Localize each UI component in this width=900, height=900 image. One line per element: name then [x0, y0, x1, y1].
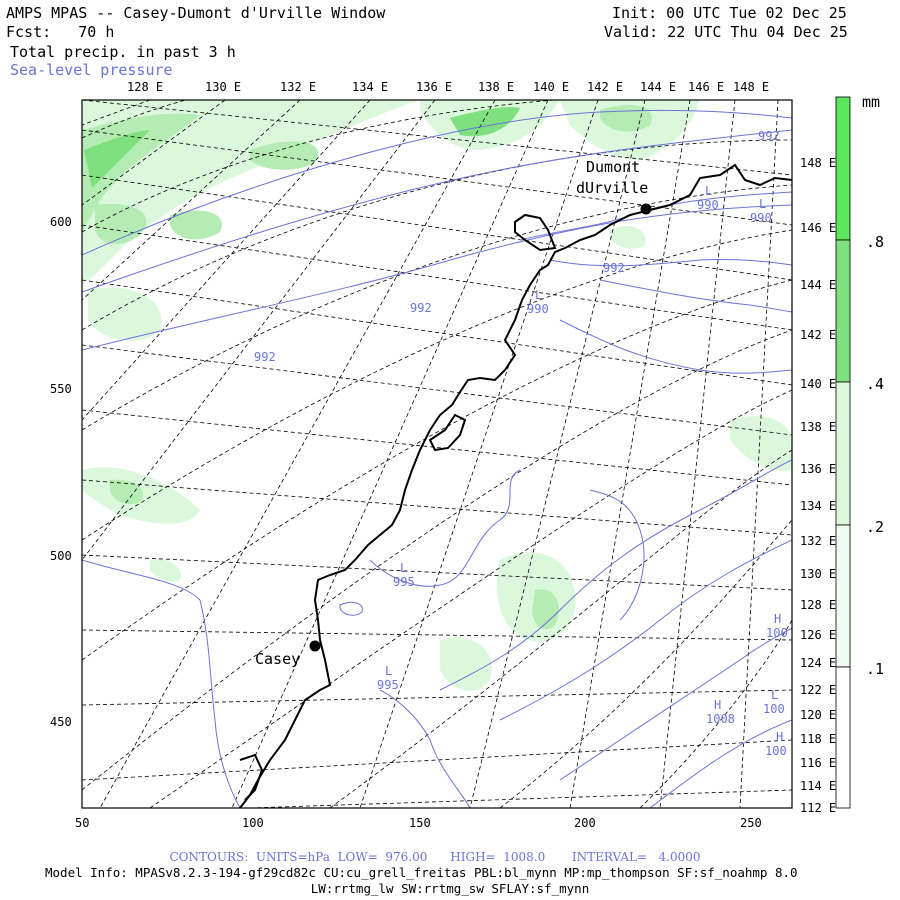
forecast-hour: Fcst: 70 h — [6, 23, 115, 41]
dumont-durville-station-marker — [640, 203, 652, 215]
model-info: Model Info: MPASv8.2.3-194-gf29cd82c CU:… — [45, 865, 798, 880]
x-tick-200: 200 — [574, 816, 596, 830]
lon-label-right: 140 E — [800, 377, 837, 391]
valid-time: Valid: 22 UTC Thu 04 Dec 25 — [604, 23, 848, 41]
y-tick-500: 500 — [50, 549, 72, 563]
lon-label-right: 136 E — [800, 462, 837, 476]
lon-label-right: 122 E — [800, 683, 837, 697]
casey-label: Casey — [255, 650, 301, 668]
contour-label: 990 — [750, 211, 772, 225]
lon-label-top: 146 E — [688, 80, 725, 94]
x-tick-100: 100 — [242, 816, 264, 830]
lon-label-top: 142 E — [587, 80, 624, 94]
contour-label: 992 — [410, 301, 432, 315]
lon-label-top: 140 E — [533, 80, 570, 94]
colorbar — [835, 96, 851, 809]
colorbar-unit: mm — [862, 93, 881, 111]
model-info-physics: LW:rrtmg_lw SW:rrtmg_sw SFLAY:sf_mynn — [310, 881, 590, 896]
lon-label-right: 120 E — [800, 708, 837, 722]
y-tick-450: 450 — [50, 715, 72, 729]
lon-label-right: 134 E — [800, 499, 837, 513]
field-title: Total precip. in past 3 h — [10, 43, 236, 61]
contour-label: 100 — [765, 744, 787, 758]
low-center: L — [759, 197, 767, 211]
lon-label-top: 134 E — [352, 80, 389, 94]
lon-label-right: 142 E — [800, 328, 837, 342]
lon-label-right: 114 E — [800, 779, 837, 793]
colorbar-label: .4 — [866, 375, 885, 393]
x-tick-50: 50 — [75, 816, 90, 830]
contour-label: 992 — [603, 261, 625, 275]
contour-label: 992 — [758, 129, 780, 143]
low-center: L — [771, 688, 779, 702]
lon-label-right: 146 E — [800, 221, 837, 235]
lon-label-right: 116 E — [800, 756, 837, 770]
plot-frame — [81, 99, 793, 809]
lon-label-right: 144 E — [800, 278, 837, 292]
high-center: H — [776, 730, 784, 744]
low-center: L — [705, 184, 713, 198]
contour-field-title: Sea-level pressure — [10, 61, 173, 79]
lon-label-right: 130 E — [800, 567, 837, 581]
lon-label-top: 128 E — [127, 80, 164, 94]
colorbar-label: .2 — [866, 518, 885, 536]
low-center: L — [535, 288, 543, 302]
y-tick-550: 550 — [50, 382, 72, 396]
colorbar-label: .1 — [866, 660, 885, 678]
high-center: H — [714, 698, 722, 712]
lon-label-right: 132 E — [800, 534, 837, 548]
lon-label-top: 144 E — [640, 80, 677, 94]
lon-label-right: 126 E — [800, 628, 837, 642]
contour-info: CONTOURS: UNITS=hPa LOW= 976.00 HIGH= 10… — [169, 850, 701, 864]
contour-label: 995 — [377, 678, 399, 692]
contour-label: 100 — [763, 702, 785, 716]
map-title: AMPS MPAS -- Casey-Dumont d'Urville Wind… — [6, 4, 386, 22]
low-center: L — [385, 664, 393, 678]
lon-label-right: 118 E — [800, 732, 837, 746]
lon-label-right: 124 E — [800, 656, 837, 670]
contour-label: 995 — [393, 575, 415, 589]
contour-label: 992 — [254, 350, 276, 364]
high-center: H — [774, 612, 782, 626]
lon-label-top: 136 E — [416, 80, 453, 94]
contour-label: 1008 — [706, 712, 735, 726]
dumont-label: Dumont — [586, 158, 641, 176]
lon-label-top: 132 E — [280, 80, 317, 94]
pressure-contours — [82, 109, 792, 808]
x-tick-150: 150 — [409, 816, 431, 830]
map-plot-area — [82, 100, 792, 808]
lon-label-right: 138 E — [800, 420, 837, 434]
contour-label: 990 — [697, 198, 719, 212]
lon-label-right: 148 E — [800, 156, 837, 170]
contour-label: 100 — [766, 626, 788, 640]
colorbar-label: .8 — [866, 233, 885, 251]
y-tick-600: 600 — [50, 215, 72, 229]
low-center: L — [400, 561, 408, 575]
lon-label-top: 138 E — [478, 80, 515, 94]
lon-label-right: 128 E — [800, 598, 837, 612]
casey-station-marker — [309, 640, 321, 652]
latlon-grid — [82, 100, 792, 808]
lon-label-top: 130 E — [205, 80, 242, 94]
x-tick-250: 250 — [740, 816, 762, 830]
lon-label-top: 148 E — [733, 80, 770, 94]
init-time: Init: 00 UTC Tue 02 Dec 25 — [612, 4, 847, 22]
durville-label: dUrville — [576, 179, 649, 197]
lon-label-right: 112 E — [800, 801, 837, 815]
contour-label: 990 — [527, 302, 549, 316]
